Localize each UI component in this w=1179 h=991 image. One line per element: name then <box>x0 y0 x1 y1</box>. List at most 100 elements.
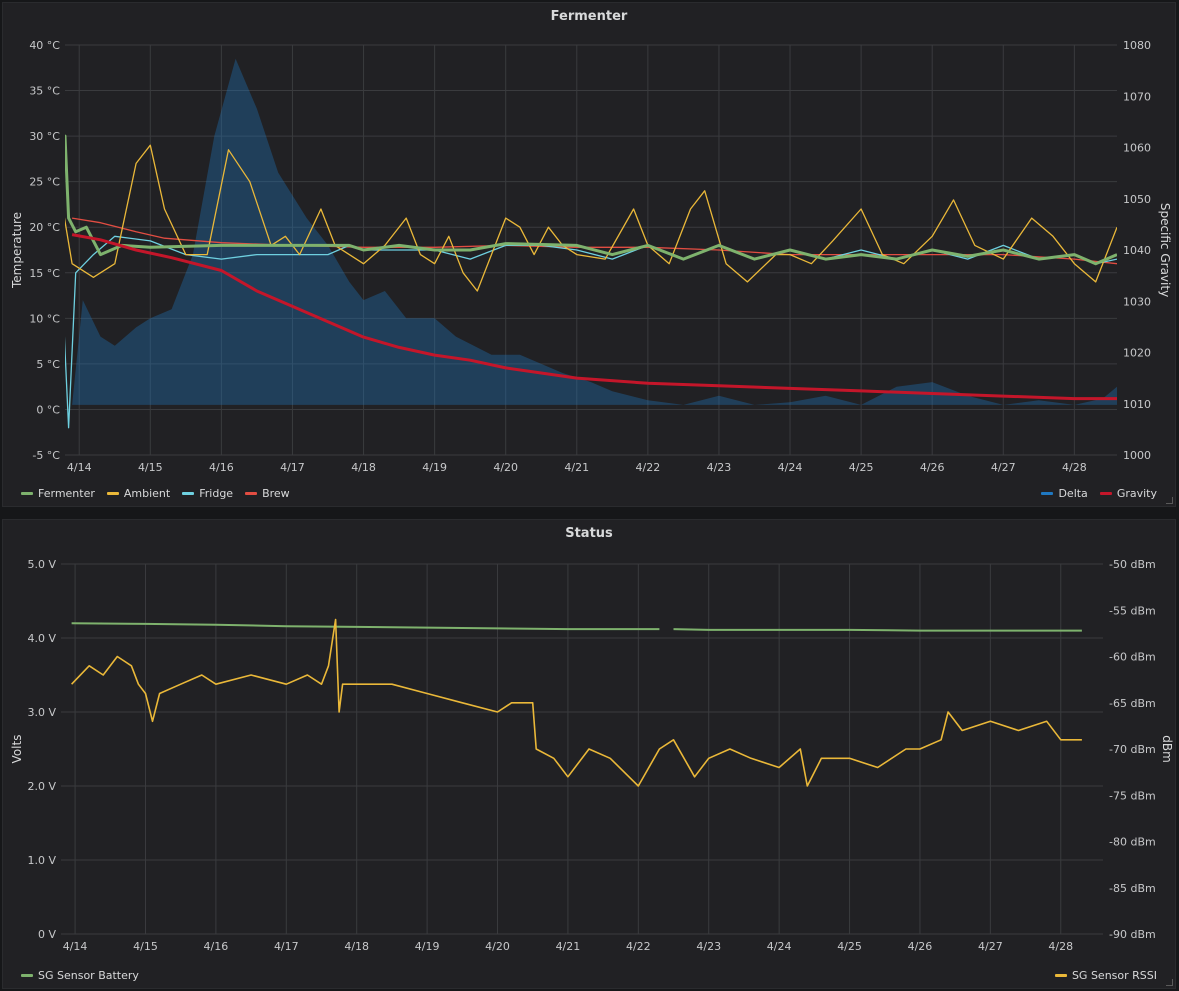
legend-item-gravity[interactable]: Gravity <box>1099 487 1157 500</box>
legend-item-fridge[interactable]: Fridge <box>182 487 233 500</box>
y2-tick-label: -60 dBm <box>1109 651 1156 664</box>
resize-handle[interactable] <box>1166 497 1173 504</box>
legend-swatch <box>182 492 195 495</box>
legend-label: Fridge <box>199 487 234 500</box>
legend-swatch <box>21 974 33 977</box>
legend-swatch <box>1041 492 1054 495</box>
legend-swatch <box>1099 492 1112 495</box>
legend-left: Fermenter Ambient Fridge Brew <box>21 487 290 500</box>
series-ambient-line <box>65 144 1117 292</box>
legend-label: Gravity <box>1116 487 1157 500</box>
resize-handle[interactable] <box>1166 979 1173 986</box>
x-tick-label: 4/28 <box>1062 461 1087 474</box>
x-tick-label: 4/25 <box>837 940 862 953</box>
x-tick-label: 4/25 <box>849 461 874 474</box>
fermenter-chart[interactable]: 4/14 4/15 4/16 4/17 4/18 4/19 4/20 4/21 4/22 4/23… <box>3 3 1175 483</box>
x-tick-label: 4/22 <box>626 940 651 953</box>
y-tick-label: 15 °C <box>29 267 60 280</box>
legend-item-rssi[interactable]: SG Sensor RSSI <box>1054 969 1157 982</box>
x-tick-label: 4/17 <box>280 461 305 474</box>
y-tick-label: 4.0 V <box>27 632 56 645</box>
series-fermenter-line <box>65 134 1117 266</box>
legend-label: SG Sensor RSSI <box>1071 969 1157 982</box>
y2-tick-label: -90 dBm <box>1109 928 1156 941</box>
legend-left: SG Sensor Battery <box>21 969 139 982</box>
x-tick-label: 4/23 <box>696 940 721 953</box>
legend-swatch <box>106 492 119 495</box>
y2-axis-label: dBm <box>1160 735 1174 763</box>
series-sg-sensor-battery-line <box>673 628 1082 632</box>
legend-swatch <box>245 492 258 495</box>
legend-label: Delta <box>1058 487 1088 500</box>
y2-tick-label: -75 dBm <box>1109 789 1156 802</box>
y-axis-label: Temperature <box>10 212 24 289</box>
x-tick-label: 4/19 <box>422 461 447 474</box>
plot-area <box>71 618 1082 787</box>
legend-item-delta[interactable]: Delta <box>1041 487 1088 500</box>
x-tick-label: 4/16 <box>204 940 229 953</box>
legend-item-fermenter[interactable]: Fermenter <box>21 487 95 500</box>
y-tick-label: 2.0 V <box>27 780 56 793</box>
legend-label: Ambient <box>123 487 171 500</box>
y2-tick-label: 1010 <box>1123 398 1151 411</box>
legend-label: Brew <box>262 487 290 500</box>
x-tick-label: 4/28 <box>1048 940 1073 953</box>
y2-tick-label: 1060 <box>1123 142 1151 155</box>
y2-tick-label: 1000 <box>1123 449 1151 462</box>
y-tick-label: 35 °C <box>29 85 60 98</box>
panel-title: Status <box>565 526 613 541</box>
legend-label: SG Sensor Battery <box>38 969 139 982</box>
x-tick-label: 4/15 <box>133 940 158 953</box>
grid <box>61 563 1103 935</box>
y-tick-label: 25 °C <box>29 176 60 189</box>
y2-tick-label: 1080 <box>1123 39 1151 52</box>
y2-tick-label: 1070 <box>1123 90 1151 103</box>
x-tick-label: 4/21 <box>564 461 589 474</box>
legend-right: Delta Gravity <box>1041 487 1157 500</box>
series-delta-area <box>72 58 1117 405</box>
series-sg-sensor-battery-line <box>71 622 660 631</box>
x-tick-label: 4/26 <box>920 461 945 474</box>
y-axis-label: Volts <box>10 735 24 764</box>
y-tick-label: 3.0 V <box>27 706 56 719</box>
y2-tick-label: 1030 <box>1123 295 1151 308</box>
status-chart[interactable]: 4/14 4/15 4/16 4/17 4/18 4/19 4/20 4/21 4/22 4/23… <box>3 520 1175 965</box>
x-tick-label: 4/27 <box>991 461 1016 474</box>
legend-item-ambient[interactable]: Ambient <box>106 487 171 500</box>
y-tick-label: 10 °C <box>29 312 60 325</box>
plot-area <box>65 58 1117 429</box>
y-tick-label: 0 V <box>38 928 56 941</box>
y-tick-label: -5 °C <box>32 449 60 462</box>
x-tick-label: 4/24 <box>767 940 792 953</box>
x-tick-label: 4/23 <box>707 461 732 474</box>
x-tick-label: 4/18 <box>344 940 369 953</box>
y2-tick-label: -65 dBm <box>1109 697 1156 710</box>
x-tick-label: 4/18 <box>351 461 376 474</box>
y2-tick-label: 1050 <box>1123 193 1151 206</box>
x-tick-label: 4/19 <box>415 940 440 953</box>
series-gravity-line <box>71 233 1117 401</box>
panel-title: Fermenter <box>550 9 628 24</box>
x-tick-label: 4/20 <box>485 940 510 953</box>
x-tick-label: 4/17 <box>274 940 299 953</box>
y2-axis-label: Specific Gravity <box>1158 203 1172 297</box>
legend-label: Fermenter <box>38 487 95 500</box>
y2-tick-label: -55 dBm <box>1109 604 1156 617</box>
y-tick-label: 40 °C <box>29 39 60 52</box>
y2-tick-label: -50 dBm <box>1109 558 1156 571</box>
fermenter-panel: Fermenter 4/14 4/15 4/16 4/17 4/18 4/19 4/20 4/… <box>2 2 1176 507</box>
y-tick-label: 30 °C <box>29 130 60 143</box>
y-tick-label: 20 °C <box>29 221 60 234</box>
y-tick-label: 0 °C <box>36 403 60 416</box>
x-tick-label: 4/21 <box>556 940 581 953</box>
legend-item-battery[interactable]: SG Sensor Battery <box>21 969 139 982</box>
y2-tick-label: -85 dBm <box>1109 882 1156 895</box>
x-tick-label: 4/16 <box>209 461 234 474</box>
y2-tick-label: -70 dBm <box>1109 743 1156 756</box>
y-tick-label: 5 °C <box>36 358 60 371</box>
status-panel: Status 4/14 4/15 4/16 4/17 4/18 4/19 4/20 4/21 4… <box>2 519 1176 989</box>
legend-right: SG Sensor RSSI <box>1054 969 1157 982</box>
x-tick-label: 4/26 <box>908 940 933 953</box>
legend-item-brew[interactable]: Brew <box>245 487 290 500</box>
series-sg-sensor-rssi-line <box>71 618 1082 787</box>
